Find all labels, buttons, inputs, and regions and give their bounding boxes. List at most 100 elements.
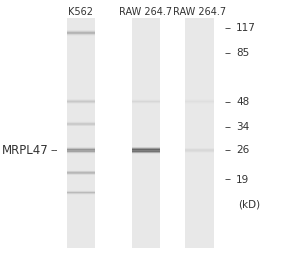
Bar xyxy=(132,148,160,149)
Bar xyxy=(132,103,160,104)
Bar xyxy=(132,147,160,148)
Text: --: -- xyxy=(225,23,232,33)
Bar xyxy=(67,172,95,173)
Bar xyxy=(67,148,95,149)
Bar xyxy=(185,103,214,104)
Bar xyxy=(67,33,95,34)
Text: --: -- xyxy=(225,145,232,155)
Bar xyxy=(67,150,95,151)
Bar xyxy=(67,30,95,31)
Bar xyxy=(185,100,214,101)
Bar xyxy=(67,122,95,123)
Bar xyxy=(185,101,214,102)
Bar xyxy=(67,192,95,193)
Bar xyxy=(67,174,95,175)
Bar xyxy=(67,34,95,35)
Bar xyxy=(67,191,95,192)
Bar xyxy=(67,171,95,172)
Bar xyxy=(67,32,95,33)
Bar xyxy=(67,34,95,35)
Text: 34: 34 xyxy=(236,122,250,132)
Bar xyxy=(67,102,95,103)
Bar xyxy=(67,153,95,154)
Bar xyxy=(132,147,160,148)
Bar xyxy=(67,148,95,149)
Bar xyxy=(185,101,214,102)
Bar xyxy=(67,151,95,152)
Bar xyxy=(185,102,214,103)
Bar xyxy=(132,102,160,103)
Bar xyxy=(132,101,160,102)
Bar xyxy=(67,147,95,148)
Bar xyxy=(132,152,160,153)
Bar xyxy=(67,124,95,125)
Bar xyxy=(67,170,95,171)
Text: --: -- xyxy=(225,97,232,107)
Text: --: -- xyxy=(225,175,232,185)
Bar xyxy=(67,192,95,193)
Bar xyxy=(67,101,95,102)
Bar xyxy=(67,103,95,104)
Bar xyxy=(67,122,95,123)
Text: 85: 85 xyxy=(236,48,250,58)
Bar xyxy=(132,100,160,101)
Bar xyxy=(67,124,95,125)
Bar xyxy=(67,99,95,100)
Bar xyxy=(185,150,214,151)
Bar xyxy=(67,149,95,150)
Bar xyxy=(185,149,214,150)
Bar xyxy=(185,18,214,248)
Bar xyxy=(67,125,95,126)
Bar xyxy=(67,100,95,101)
Bar xyxy=(67,102,95,103)
Text: MRPL47: MRPL47 xyxy=(1,144,48,157)
Bar xyxy=(67,18,95,248)
Bar xyxy=(67,173,95,174)
Bar xyxy=(132,151,160,152)
Bar xyxy=(67,150,95,151)
Bar xyxy=(67,33,95,34)
Bar xyxy=(67,99,95,100)
Text: --: -- xyxy=(225,122,232,132)
Bar xyxy=(185,148,214,149)
Bar xyxy=(67,172,95,173)
Bar xyxy=(67,101,95,102)
Bar xyxy=(67,194,95,195)
Bar xyxy=(132,101,160,102)
Bar xyxy=(185,151,214,152)
Bar xyxy=(132,153,160,154)
Bar xyxy=(67,152,95,153)
Bar xyxy=(132,152,160,153)
Bar xyxy=(132,100,160,101)
Bar xyxy=(67,151,95,152)
Text: --: -- xyxy=(225,48,232,58)
Text: RAW 264.7: RAW 264.7 xyxy=(173,7,226,17)
Bar xyxy=(185,151,214,152)
Text: 117: 117 xyxy=(236,23,256,33)
Bar xyxy=(67,103,95,104)
Bar xyxy=(67,100,95,101)
Bar xyxy=(67,190,95,191)
Bar xyxy=(132,148,160,149)
Bar xyxy=(132,102,160,103)
Bar xyxy=(185,99,214,100)
Text: K562: K562 xyxy=(68,7,93,17)
Bar xyxy=(67,147,95,148)
Text: 26: 26 xyxy=(236,145,250,155)
Bar xyxy=(132,149,160,150)
Bar xyxy=(132,149,160,150)
Bar xyxy=(67,173,95,174)
Bar xyxy=(67,193,95,194)
Bar xyxy=(67,152,95,153)
Bar xyxy=(67,171,95,172)
Bar xyxy=(132,18,160,248)
Bar xyxy=(132,150,160,151)
Bar xyxy=(132,99,160,100)
Text: RAW 264.7: RAW 264.7 xyxy=(119,7,172,17)
Bar xyxy=(185,152,214,153)
Bar xyxy=(67,122,95,123)
Bar xyxy=(67,35,95,36)
Bar xyxy=(67,121,95,122)
Text: --: -- xyxy=(51,145,59,155)
Bar xyxy=(67,125,95,126)
